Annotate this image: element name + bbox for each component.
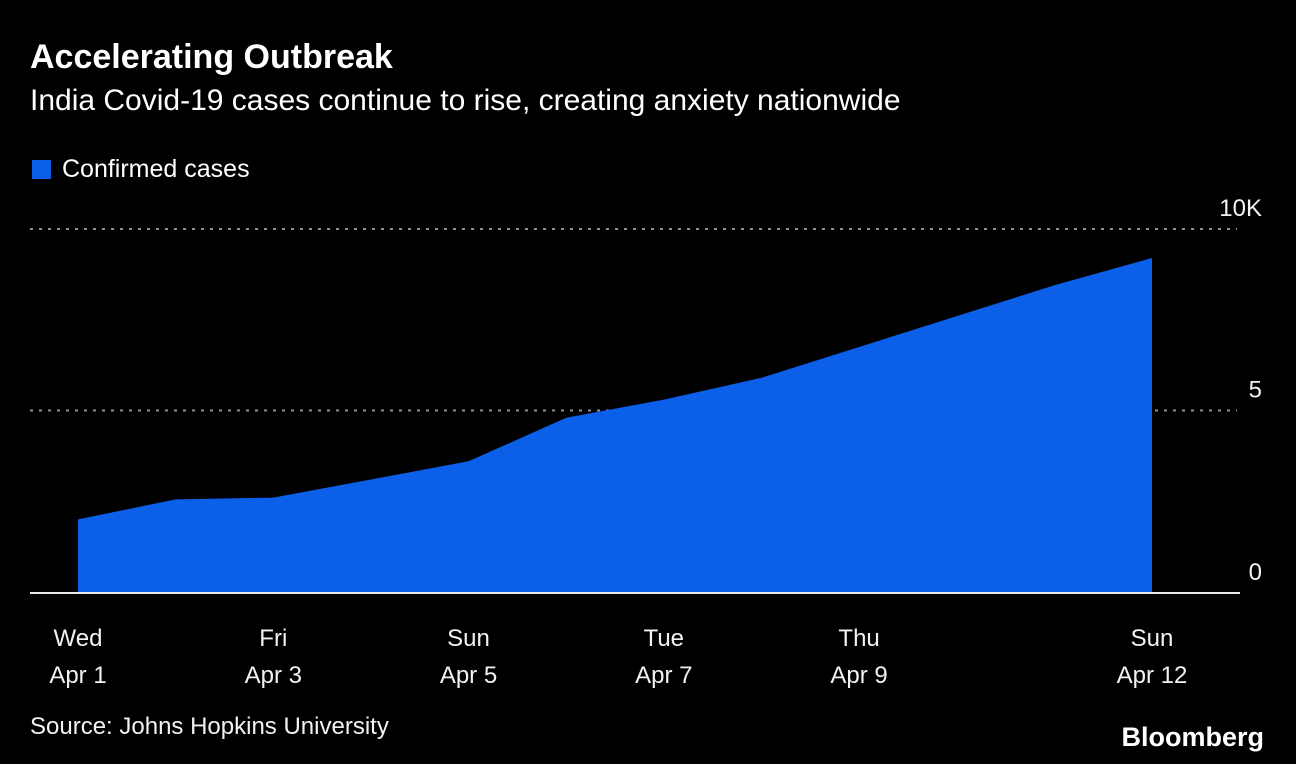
y-tick-label: 5 [1249,377,1262,404]
source-note: Source: Johns Hopkins University [30,713,389,740]
y-tick-label: 10K [1219,195,1262,222]
legend: Confirmed cases [32,155,250,184]
area-series [78,258,1152,592]
chart-header: Accelerating Outbreak India Covid-19 cas… [30,38,901,119]
bloomberg-logo: Bloomberg [1121,722,1264,752]
y-tick-label: 0 [1249,559,1262,586]
legend-label: Confirmed cases [62,155,250,183]
chart-title: Accelerating Outbreak [30,38,393,76]
legend-swatch [32,160,51,179]
chart-subtitle: India Covid-19 cases continue to rise, c… [30,84,901,118]
